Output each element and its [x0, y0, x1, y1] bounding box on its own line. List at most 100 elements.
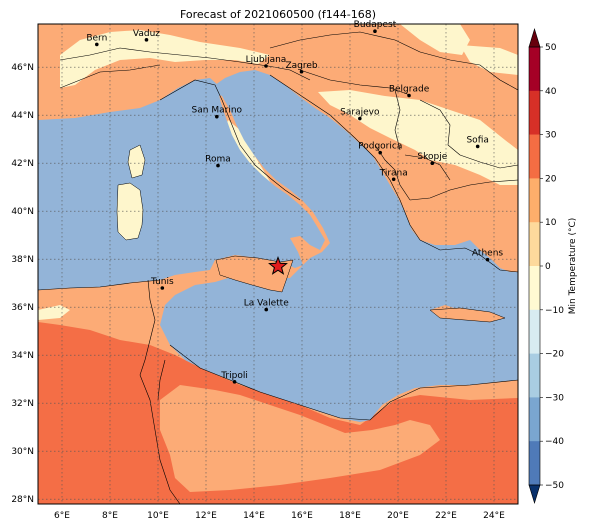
colorbar-tick-label: 40: [545, 87, 557, 97]
border-montenegro-albania: [374, 144, 411, 201]
city-dot: [358, 116, 362, 121]
location-star-marker: [268, 255, 288, 275]
city-dot: [485, 257, 490, 262]
colorbar-band: [529, 222, 540, 267]
city-dot: [216, 163, 220, 168]
city-dot: [95, 42, 99, 47]
colorbar-tick-label: −50: [545, 481, 564, 491]
colorbar-band: [529, 353, 540, 398]
colorbar-band: [529, 47, 540, 92]
lon-tick-label: 14°E: [243, 511, 265, 521]
city-label: Belgrade: [389, 85, 430, 95]
city-dot: [407, 93, 411, 98]
lat-tick-label: 28°N: [11, 495, 34, 505]
city-dot: [215, 114, 219, 119]
city-label: Tirana: [379, 168, 408, 178]
lat-tick-label: 46°N: [11, 63, 34, 73]
lat-tick-label: 44°N: [11, 111, 34, 121]
colorbar-tick-label: 50: [545, 43, 557, 53]
temperature-band-carpathians: [460, 45, 518, 75]
colorbar-band: [529, 178, 540, 223]
border-algeria-tunisia: [139, 279, 156, 376]
city-label: Zagreb: [285, 61, 317, 71]
lat-tick-label: 40°N: [11, 207, 34, 217]
colorbar-tick-label: −10: [545, 306, 564, 316]
city-label: La Valette: [244, 299, 289, 309]
lat-tick-label: 36°N: [11, 303, 34, 313]
city-label: Sofia: [466, 135, 488, 145]
border-croatia-bosnia: [299, 69, 411, 96]
colorbar-band: [529, 309, 540, 354]
lat-tick-label: 42°N: [11, 159, 34, 169]
border-greece-coast: [419, 239, 518, 273]
lon-tick-label: 16°E: [291, 511, 313, 521]
colorbar-tick-label: −40: [545, 437, 564, 447]
city-label: Bern: [86, 33, 107, 43]
city-dot: [475, 144, 480, 149]
city-label: Podgorica: [358, 142, 402, 152]
lat-tick-labels: 28°N 30°N 32°N 34°N 36°N 38°N 40°N 42°N 44°N 46°N: [11, 63, 34, 505]
border-adriatic-east: [269, 74, 421, 241]
temperature-band-italy-spine: [224, 120, 272, 188]
colorbar-tick-label: 10: [545, 218, 557, 228]
colorbar-tick-label: 0: [545, 262, 551, 272]
border-italy-coast: [159, 79, 301, 201]
lon-tick-label: 24°E: [483, 511, 505, 521]
border-serbia-bulgaria: [419, 99, 461, 156]
border-bosnia-serbia: [394, 89, 401, 151]
lat-tick-label: 30°N: [11, 447, 34, 457]
city-dot: [430, 161, 435, 165]
colorbar-band: [529, 134, 540, 179]
border-libya-coast: [169, 344, 518, 421]
map-title: Forecast of 2021060500 (f144-168): [179, 8, 377, 21]
colorbar-tick-label: 20: [545, 174, 557, 184]
city-label: Ljubljana: [246, 55, 287, 65]
city-label: Roma: [205, 155, 231, 165]
colorbar-band: [529, 441, 540, 486]
city-label: Tripoli: [220, 371, 248, 381]
lon-tick-label: 8°E: [102, 511, 118, 521]
colorbar-tick-label: 30: [545, 131, 557, 141]
colorbar-label: Min Temperature (°C): [568, 218, 578, 315]
city-dot: [144, 38, 149, 42]
lon-tick-labels: 6°E 8°E 10°E 12°E 14°E 16°E 18°E 20°E 22°E 24°E: [54, 511, 505, 521]
colorbar-extend-low: [528, 484, 541, 505]
city-label: Tunis: [150, 277, 174, 287]
border-greece-north: [409, 179, 518, 201]
temperature-band-balkans: [318, 90, 518, 185]
map-frame: [37, 23, 519, 505]
city-dot: [391, 177, 396, 182]
country-borders: [38, 31, 518, 504]
lon-tick-label: 18°E: [339, 511, 361, 521]
city-dot: [299, 69, 304, 74]
border-italy-switz: [59, 64, 161, 89]
city-label: San Marino: [192, 106, 243, 116]
border-algeria-libya: [139, 374, 181, 504]
border-alps: [59, 47, 311, 81]
border-africa-coast: [38, 279, 161, 291]
lon-tick-label: 6°E: [54, 511, 70, 521]
city-dot: [264, 64, 268, 68]
lat-tick-label: 34°N: [11, 351, 34, 361]
colorbar-band: [529, 266, 540, 311]
lon-tick-label: 22°E: [435, 511, 457, 521]
border-bulgaria-south: [459, 154, 518, 169]
mediterranean-sea: [38, 70, 518, 422]
city-dot: [378, 150, 383, 155]
city-label: Sarajevo: [340, 108, 380, 118]
lon-tick-label: 10°E: [147, 511, 169, 521]
colorbar-band: [529, 397, 540, 442]
city-dot: [232, 380, 237, 384]
colorbar-tick-label: −20: [545, 350, 564, 360]
lat-tick-label: 38°N: [11, 255, 34, 265]
lon-tick-label: 20°E: [387, 511, 409, 521]
city-label: Vaduz: [133, 29, 160, 39]
temperature-band-tunisia: [38, 280, 170, 345]
island-crete: [429, 307, 506, 323]
island-corsica: [127, 144, 146, 179]
temperature-band-alps-east: [400, 24, 470, 55]
colorbar-tick-label: −30: [545, 393, 564, 403]
border-austria-hungary: [269, 31, 421, 53]
